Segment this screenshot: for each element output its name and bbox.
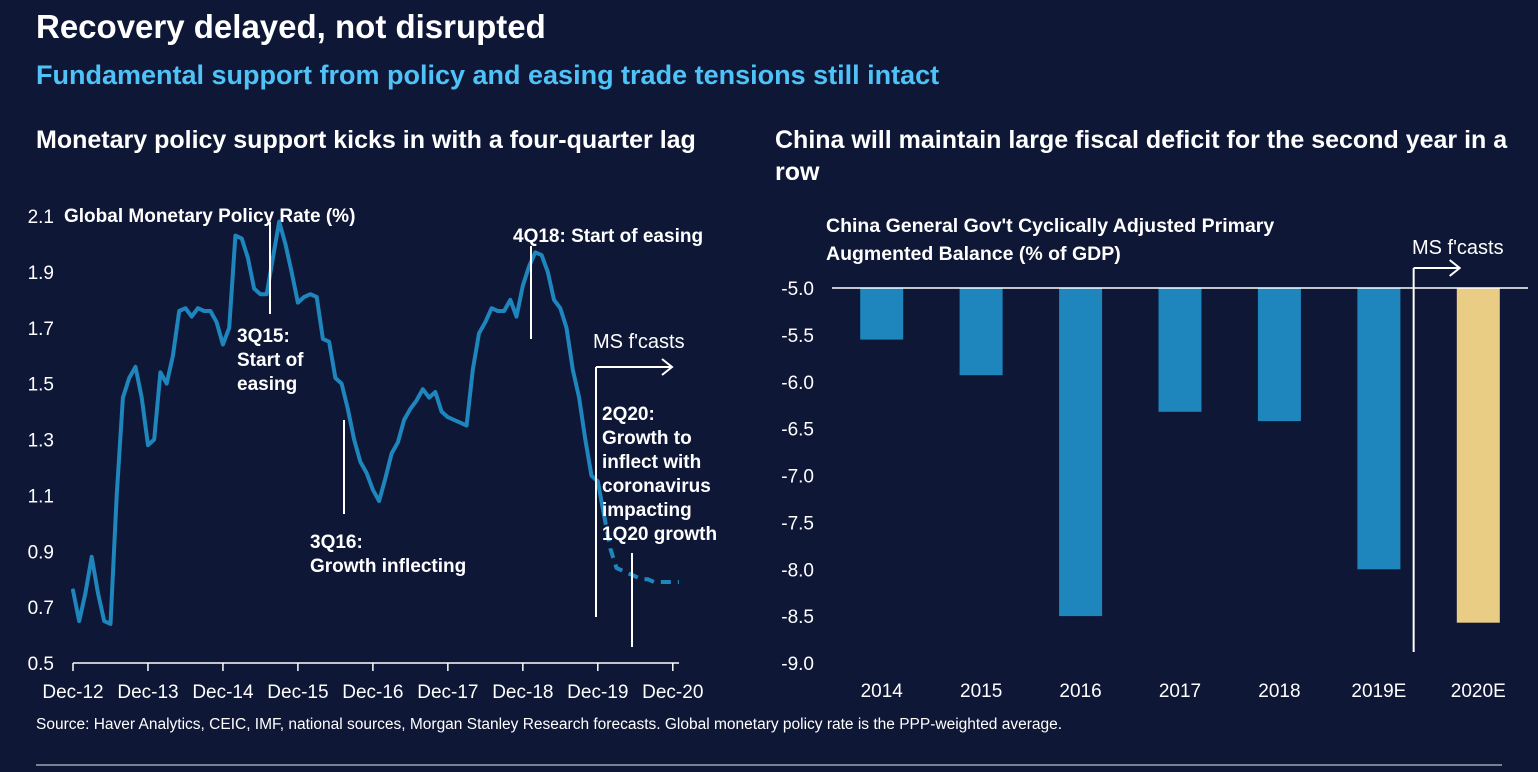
annotation-forecast-label-line: MS f'casts <box>593 331 685 353</box>
annotation-2q20-line: coronavirus <box>602 476 711 497</box>
policy-rate-series-line <box>71 219 606 626</box>
fiscal-balance-bar-chart: China General Gov't Cyclically Adjusted … <box>781 215 1528 702</box>
chart-title: Global Monetary Policy Rate (%) <box>64 206 355 227</box>
bar-category-label: 2020E <box>1451 681 1506 702</box>
bar-category-label: 2017 <box>1159 681 1201 702</box>
annotation-2q20-line: Growth to <box>602 428 692 449</box>
bar <box>1357 288 1401 570</box>
forecast-arrow-icon <box>661 358 674 376</box>
annotation-3q16-line: Growth inflecting <box>310 556 466 577</box>
bar-y-tick-label: -7.5 <box>781 513 814 534</box>
x-tick-label: Dec-14 <box>192 682 254 703</box>
annotation-3q15-line: Start of <box>237 350 304 371</box>
y-tick-label: 1.3 <box>28 431 54 452</box>
left-panel-heading: Monetary policy support kicks in with a … <box>36 126 696 154</box>
bar-category-label: 2014 <box>861 681 904 702</box>
bar <box>1158 288 1202 412</box>
annotation-2q20-line: 2Q20: <box>602 404 655 425</box>
bar-y-tick-label: -5.5 <box>781 326 814 347</box>
annotation-2q20-line: inflect with <box>602 452 701 473</box>
bar-y-tick-label: -8.0 <box>781 560 814 581</box>
bar-y-tick-label: -5.0 <box>781 279 814 300</box>
annotation-3q16-line: 3Q16: <box>310 532 363 553</box>
x-tick-label: Dec-17 <box>417 682 478 703</box>
x-tick-label: Dec-19 <box>567 682 628 703</box>
forecast-series-line <box>602 514 679 584</box>
forecast-bar <box>1456 288 1500 623</box>
bar-y-tick-label: -8.5 <box>781 607 814 628</box>
y-tick-label: 1.9 <box>28 263 54 284</box>
bar <box>860 288 904 340</box>
x-tick-label: Dec-12 <box>42 682 103 703</box>
x-tick-label: Dec-20 <box>642 682 703 703</box>
bar-y-tick-label: -9.0 <box>781 654 814 675</box>
x-tick-label: Dec-18 <box>492 682 553 703</box>
y-tick-label: 0.7 <box>28 598 54 619</box>
bar-category-label: 2019E <box>1351 681 1406 702</box>
y-tick-label: 0.9 <box>28 542 54 563</box>
page-title: Recovery delayed, not disrupted <box>36 8 546 45</box>
policy-rate-line-chart: 0.5 0.7 0.9 1.1 1.3 1.5 1.7 1.9 2.1 Dec-12 Dec-13 D… <box>28 206 718 703</box>
bar-category-label: 2016 <box>1059 681 1101 702</box>
annotation-3q15-line: easing <box>237 374 297 395</box>
bar-chart-title-line: Augmented Balance (% of GDP) <box>826 243 1121 265</box>
source-note: Source: Haver Analytics, CEIC, IMF, nati… <box>36 716 1063 733</box>
footer-divider <box>36 764 1502 766</box>
annotation-2q20-line: impacting <box>602 500 692 521</box>
bar-forecast-arrow-icon <box>1449 259 1462 277</box>
annotation-4q18-line: 4Q18: Start of easing <box>513 226 703 247</box>
bar-y-tick-label: -6.5 <box>781 420 814 441</box>
page-subtitle: Fundamental support from policy and easi… <box>36 60 940 90</box>
bar <box>959 288 1003 376</box>
bar <box>1257 288 1301 422</box>
bar <box>1059 288 1103 617</box>
y-tick-label: 1.7 <box>28 319 54 340</box>
annotation-3q15-line: 3Q15: <box>237 326 290 347</box>
bar-chart-title-line: China General Gov't Cyclically Adjusted … <box>826 215 1274 237</box>
annotation-2q20-line: 1Q20 growth <box>602 524 717 545</box>
x-tick-label: Dec-15 <box>267 682 328 703</box>
bar-category-label: 2018 <box>1258 681 1300 702</box>
x-tick-label: Dec-16 <box>342 682 403 703</box>
right-panel-heading: China will maintain large fiscal deficit… <box>775 126 1508 186</box>
y-tick-label: 0.5 <box>28 654 54 675</box>
x-tick-label: Dec-13 <box>117 682 178 703</box>
y-tick-label: 1.1 <box>28 486 54 507</box>
bar-forecast-label: MS f'casts <box>1412 237 1504 259</box>
y-tick-label: 2.1 <box>28 207 54 228</box>
bar-y-tick-label: -6.0 <box>781 373 814 394</box>
bar-y-tick-label: -7.0 <box>781 467 814 488</box>
y-tick-label: 1.5 <box>28 375 54 396</box>
bar-category-label: 2015 <box>960 681 1002 702</box>
